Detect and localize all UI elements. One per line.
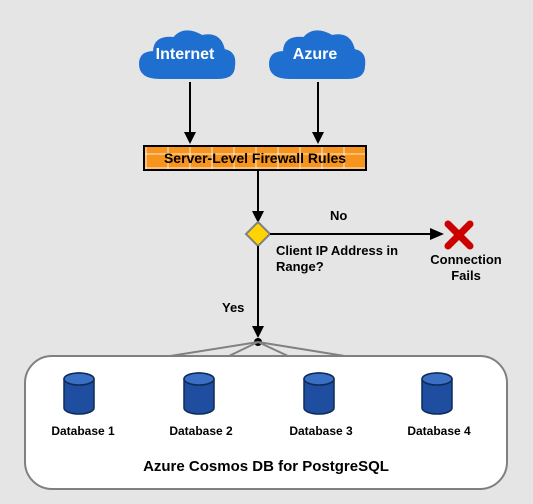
fail-label-text: Connection Fails [430,252,502,283]
decision-label-text: Client IP Address in Range? [276,243,398,274]
arrow-internet-to-firewall [180,82,200,148]
arrow-no [270,226,448,246]
db-label-2: Database 2 [156,424,246,438]
db-label-4: Database 4 [394,424,484,438]
cloud-internet-label: Internet [130,46,240,64]
arrow-firewall-to-decision [248,171,268,227]
firewall-rules-label: Server-Level Firewall Rules [164,150,346,166]
cloud-azure-label: Azure [260,46,370,64]
arrow-azure-to-firewall [308,82,328,148]
db-group-title: Azure Cosmos DB for PostgreSQL [24,458,508,475]
fail-label: Connection Fails [421,252,511,285]
firewall-rules-box: Server-Level Firewall Rules [143,145,367,171]
db-cyl-4 [420,372,454,416]
arrow-yes [248,246,268,342]
db-cyl-3 [302,372,336,416]
decision-label: Client IP Address in Range? [276,243,416,276]
no-label: No [330,208,347,223]
db-label-1: Database 1 [38,424,128,438]
decision-diamond [244,220,272,248]
db-label-3: Database 3 [276,424,366,438]
fail-x-icon [444,220,474,250]
db-cyl-2 [182,372,216,416]
diagram-canvas: Internet Azure Server-Level Firewall Rul… [0,0,533,504]
yes-label: Yes [222,300,244,315]
db-cyl-1 [62,372,96,416]
